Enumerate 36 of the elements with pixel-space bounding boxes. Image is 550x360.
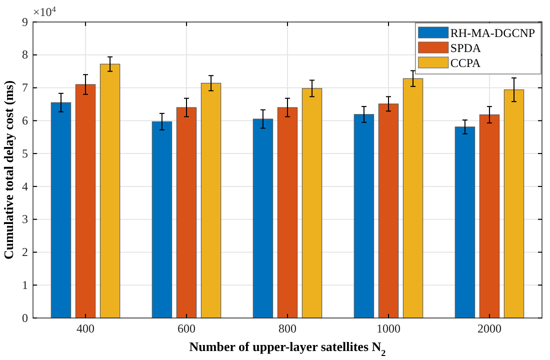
y-tick-label: 8: [22, 48, 28, 62]
x-tick-label: 800: [278, 322, 296, 336]
bar: [504, 89, 524, 318]
bar: [100, 64, 120, 318]
bar: [302, 88, 322, 318]
bar: [176, 107, 197, 318]
y-tick-label: 3: [22, 212, 28, 226]
bar: [252, 118, 274, 318]
x-axis-title: Number of upper-layer satellites N$_{2}$: [189, 339, 386, 358]
x-tick-label: 400: [76, 322, 95, 336]
bar: [75, 84, 96, 318]
legend-label: CCPA: [450, 56, 481, 70]
y-tick-label: 1: [22, 278, 28, 292]
bar: [354, 114, 374, 318]
x-tick-label: 1000: [376, 322, 400, 336]
y-tick-label: 5: [22, 146, 28, 160]
y-tick-label: 0: [22, 310, 28, 325]
bar: [152, 121, 172, 318]
bar: [378, 104, 399, 318]
y-tick-label: 9: [22, 14, 28, 29]
y-tick-label: 4: [22, 179, 28, 194]
x-tick-label: 2000: [477, 322, 502, 336]
bar: [50, 102, 72, 318]
legend-label: SPDA: [450, 41, 482, 55]
bar: [479, 114, 500, 318]
bar: [277, 107, 298, 318]
y-tick-label: 6: [22, 114, 28, 128]
bar: [200, 82, 222, 318]
legend-label: RH-MA-DGCNP: [450, 26, 536, 40]
y-axis-title: Cumulative total delay cost (ms): [1, 80, 16, 260]
x-tick-label: 600: [178, 322, 196, 336]
y-tick-label: 2: [22, 245, 28, 260]
bar: [402, 78, 424, 318]
text: ×10$^{4}$: [33, 4, 57, 19]
bar: [454, 126, 476, 318]
y-tick-label: 7: [22, 80, 28, 95]
